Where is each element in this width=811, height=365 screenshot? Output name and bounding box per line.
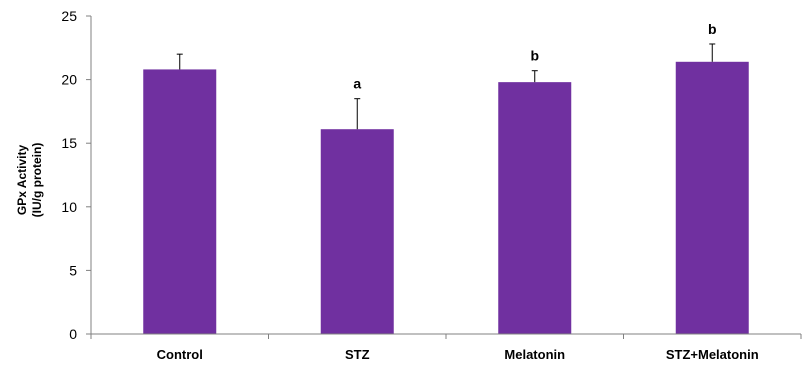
bar-stz bbox=[320, 129, 394, 334]
y-tick-label: 25 bbox=[61, 8, 77, 24]
axes bbox=[90, 16, 802, 339]
x-category-label: STZ bbox=[345, 347, 370, 362]
y-axis-title-line-1: GPx Activity bbox=[15, 145, 29, 216]
significance-label: b bbox=[708, 21, 717, 37]
y-tick-label: 15 bbox=[61, 135, 77, 151]
x-category-label: Melatonin bbox=[504, 347, 565, 362]
y-tick-label: 0 bbox=[69, 326, 77, 342]
x-category-label: STZ+Melatonin bbox=[666, 347, 759, 362]
y-tick-label: 5 bbox=[69, 262, 77, 278]
y-axis-ticks: 0 5 10 15 20 25 bbox=[61, 8, 91, 342]
y-axis-title-line-2: (IU/g protein) bbox=[30, 143, 44, 218]
significance-label: b bbox=[530, 48, 539, 64]
y-tick-label: 10 bbox=[61, 199, 77, 215]
significance-label: a bbox=[353, 76, 361, 92]
bar-stz-melatonin bbox=[675, 61, 749, 335]
y-axis-title: GPx Activity (IU/g protein) bbox=[15, 143, 44, 218]
x-axis-category-labels: Control STZ Melatonin STZ+Melatonin bbox=[157, 347, 759, 362]
significance-labels: a b b bbox=[353, 21, 716, 92]
x-category-label: Control bbox=[157, 347, 203, 362]
bar-melatonin bbox=[498, 82, 572, 334]
bar-control bbox=[143, 69, 217, 334]
error-bars bbox=[176, 43, 716, 130]
y-tick-label: 20 bbox=[61, 72, 77, 88]
bars bbox=[143, 61, 749, 335]
